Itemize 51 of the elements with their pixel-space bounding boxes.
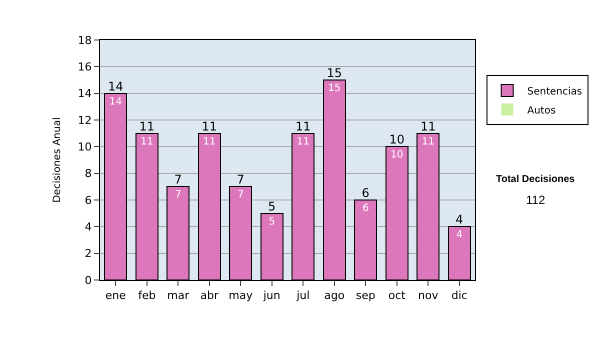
total-label: 11 <box>420 119 436 134</box>
data-label: 14 <box>109 96 122 108</box>
y-tick-label: 16 <box>78 60 92 74</box>
data-label: 10 <box>390 150 404 161</box>
data-label: 6 <box>362 203 369 214</box>
y-tick-label: 2 <box>84 247 92 260</box>
x-tick-label: nov <box>418 289 439 302</box>
y-tick-label: 10 <box>78 140 92 154</box>
data-label: 7 <box>174 190 182 201</box>
x-tick-label: sep <box>356 289 376 302</box>
text: 112 <box>526 193 546 207</box>
legend-label: Sentencias <box>527 86 582 98</box>
total-label: 14 <box>108 79 124 94</box>
data-label: 11 <box>296 136 310 148</box>
total-label: 6 <box>362 186 370 200</box>
data-label: 4 <box>456 230 463 241</box>
y-tick-label: 0 <box>84 274 92 287</box>
x-tick-label: mar <box>167 289 190 302</box>
total-label: 15 <box>326 66 342 80</box>
y-axis-title: Decisiones Anual <box>52 117 63 203</box>
total-label: 4 <box>456 212 464 227</box>
x-tick-label: dic <box>451 289 468 302</box>
y-tick-label: 14 <box>78 87 92 100</box>
y-tick-label: 18 <box>78 34 92 47</box>
x-tick-label: jul <box>296 289 310 302</box>
x-tick-label: ene <box>105 289 126 302</box>
x-tick-label: abr <box>200 289 219 302</box>
data-label: 5 <box>268 216 276 228</box>
total-label: 10 <box>389 132 405 147</box>
total-label: 11 <box>139 119 155 134</box>
data-label: 11 <box>422 136 434 148</box>
x-tick-label: feb <box>138 289 156 302</box>
y-tick-label: 12 <box>78 114 92 127</box>
data-label: 11 <box>203 136 216 148</box>
y-tick-label: 4 <box>84 220 92 234</box>
text: Total Decisiones <box>496 174 576 185</box>
x-tick-label: jun <box>262 289 280 302</box>
total-label: 5 <box>268 199 276 214</box>
total-label: 7 <box>174 172 182 187</box>
legend-label: Autos <box>527 105 556 116</box>
total-label: 11 <box>202 119 218 134</box>
total-label: 11 <box>295 119 311 134</box>
total-label: 7 <box>236 172 244 187</box>
data-label: 7 <box>237 190 244 201</box>
y-tick-label: 6 <box>84 194 92 207</box>
x-tick-label: ago <box>324 289 345 302</box>
data-label: 11 <box>140 136 154 148</box>
data-label: 15 <box>328 83 341 94</box>
x-tick-label: may <box>228 289 254 302</box>
y-tick-label: 8 <box>84 167 92 180</box>
x-tick-label: oct <box>388 289 406 302</box>
